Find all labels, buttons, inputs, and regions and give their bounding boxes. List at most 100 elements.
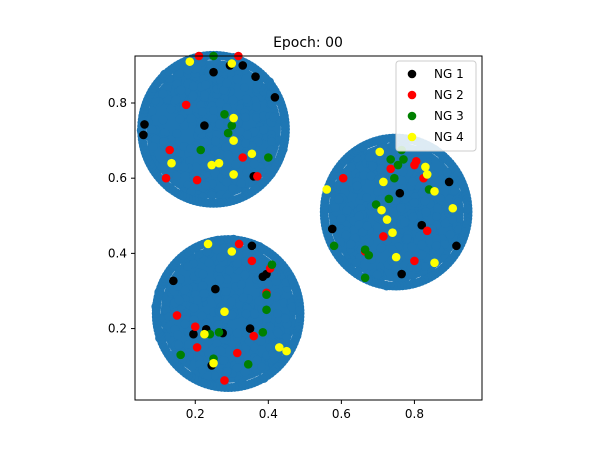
series-ng-3	[176, 51, 434, 369]
data-point	[229, 113, 238, 123]
data-point	[448, 203, 458, 213]
cluster-point	[241, 309, 251, 319]
cluster-point	[415, 231, 425, 241]
cluster-point	[200, 90, 210, 100]
cluster-point	[189, 303, 199, 313]
cluster-point	[186, 187, 196, 197]
cluster-point	[440, 218, 450, 228]
data-point	[190, 322, 200, 331]
data-point	[181, 100, 191, 110]
data-point	[209, 358, 218, 368]
cluster-point	[372, 270, 382, 280]
cluster-point	[420, 262, 430, 272]
cluster-point	[158, 115, 168, 125]
legend-label: NG 4	[434, 130, 464, 144]
cluster-point	[172, 128, 182, 138]
cluster-point	[265, 322, 275, 332]
cluster-point	[215, 119, 225, 129]
data-point	[207, 160, 217, 170]
cluster-point	[215, 98, 225, 108]
data-point	[214, 328, 224, 337]
cluster-point	[221, 166, 231, 176]
cluster-point	[254, 296, 264, 306]
data-point	[243, 359, 253, 369]
cluster-point	[417, 240, 427, 250]
x-tick-label: 0.8	[405, 407, 424, 421]
data-point	[209, 67, 218, 77]
legend-marker	[407, 111, 417, 121]
cluster-edge-point	[295, 305, 305, 315]
cluster-point	[373, 187, 383, 197]
cluster-point	[252, 113, 262, 123]
cluster-point	[402, 234, 412, 244]
cluster-point	[364, 237, 374, 247]
cluster-point	[224, 265, 234, 275]
cluster-point	[376, 243, 386, 253]
cluster-point	[197, 311, 207, 321]
cluster-point	[173, 330, 183, 340]
cluster-point	[365, 152, 375, 162]
cluster-point	[198, 365, 208, 375]
data-point	[211, 284, 220, 294]
background-cluster-layer	[136, 50, 473, 393]
cluster-point	[409, 198, 419, 208]
cluster-point	[219, 85, 229, 95]
cluster-point	[174, 295, 184, 305]
data-point	[417, 220, 427, 230]
data-point	[220, 307, 229, 316]
cluster-point	[159, 162, 169, 172]
cluster-point	[273, 328, 283, 338]
cluster-point	[222, 177, 232, 187]
x-tick-label: 0.2	[186, 407, 205, 421]
data-point	[360, 245, 370, 254]
data-point	[238, 153, 248, 162]
data-point	[232, 348, 242, 358]
data-point	[444, 177, 454, 187]
cluster-point	[160, 128, 170, 138]
data-point	[430, 187, 439, 196]
data-point	[249, 331, 259, 341]
cluster-edge-point	[280, 121, 290, 131]
cluster-point	[434, 176, 444, 186]
cluster-point	[219, 355, 229, 365]
cluster-point	[258, 258, 268, 268]
data-point	[386, 164, 395, 174]
data-point	[203, 239, 213, 249]
cluster-point	[228, 184, 238, 194]
cluster-point	[235, 127, 245, 137]
data-point	[410, 256, 419, 266]
cluster-point	[388, 207, 398, 217]
cluster-point	[198, 269, 208, 279]
data-point	[384, 194, 394, 204]
cluster-point	[372, 222, 382, 232]
cluster-point	[216, 252, 226, 262]
data-point	[176, 350, 185, 360]
data-point	[274, 343, 284, 352]
cluster-point	[249, 159, 259, 169]
cluster-point	[164, 312, 174, 322]
data-point	[189, 329, 198, 339]
y-tick-label: 0.4	[108, 246, 127, 260]
cluster-point	[210, 168, 220, 178]
data-point	[220, 376, 229, 385]
cluster-point	[179, 162, 189, 172]
x-tick-label: 0.6	[332, 407, 351, 421]
data-point	[251, 72, 260, 81]
cluster-point	[174, 68, 184, 78]
data-point	[377, 205, 386, 215]
cluster-point	[404, 251, 414, 261]
cluster-point	[346, 162, 356, 172]
cluster-point	[240, 367, 250, 377]
cluster-point	[201, 80, 211, 90]
cluster-point	[408, 177, 418, 187]
cluster-point	[171, 95, 181, 105]
data-point	[393, 160, 403, 170]
cluster-point	[179, 142, 189, 152]
data-point	[172, 311, 182, 320]
cluster-point	[429, 170, 439, 180]
data-point	[391, 252, 401, 262]
cluster-point	[215, 275, 225, 285]
legend-label: NG 2	[434, 88, 464, 102]
legend-marker	[407, 132, 417, 142]
